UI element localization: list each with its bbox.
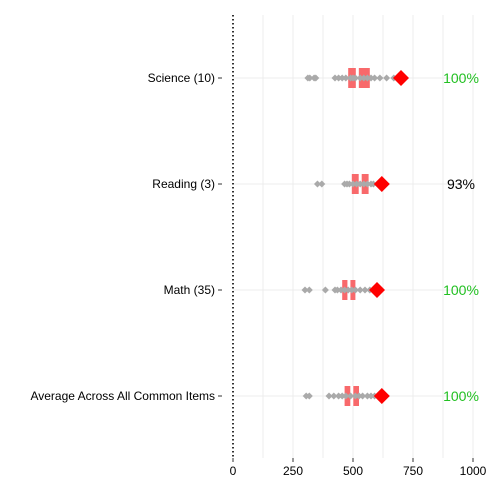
data-point [356, 286, 364, 294]
data-point [348, 286, 356, 294]
data-point [342, 74, 350, 82]
x-tick-label: 250 [283, 464, 303, 478]
data-point [383, 74, 391, 82]
x-tick-label: 500 [343, 464, 363, 478]
data-point [325, 392, 333, 400]
data-point [344, 286, 352, 294]
data-point [363, 74, 371, 82]
data-point [338, 392, 346, 400]
highlight-marker [373, 176, 390, 192]
data-point [360, 180, 368, 188]
data-point [355, 392, 363, 400]
data-point [360, 74, 368, 82]
percent-label: 100% [443, 388, 479, 404]
data-point [337, 286, 345, 294]
data-point [305, 286, 313, 294]
row-label: Science (10) [148, 71, 215, 85]
data-point [335, 392, 343, 400]
data-point [306, 74, 314, 82]
data-point [335, 74, 343, 82]
data-point [341, 286, 349, 294]
data-point [301, 286, 309, 294]
data-point [363, 180, 371, 188]
highlight-marker [393, 70, 409, 86]
data-point [333, 286, 341, 294]
data-point [331, 74, 339, 82]
percent-label: 100% [443, 70, 479, 86]
data-point [351, 74, 359, 82]
percent-label: 100% [443, 282, 479, 298]
x-axis: 0 250 500 750 1000 [230, 15, 487, 478]
data-point [356, 180, 364, 188]
data-point [345, 180, 353, 188]
data-point [363, 392, 371, 400]
row-label: Average Across All Common Items [30, 389, 215, 403]
data-point [356, 74, 364, 82]
data-point [376, 74, 384, 82]
data-point [353, 180, 361, 188]
grid-layer [233, 15, 474, 458]
data-point [371, 74, 379, 82]
data-point [367, 392, 375, 400]
x-tick-label: 1000 [460, 464, 487, 478]
data-point [347, 392, 355, 400]
data-point [321, 286, 329, 294]
data-point [367, 74, 375, 82]
row-label: Reading (3) [152, 177, 215, 191]
row-label: Math (35) [164, 283, 215, 297]
rows-layer: Science (10) 100% Reading (3) 93% Math (35) 1… [30, 68, 479, 406]
highlight-marker [373, 388, 390, 404]
data-point [349, 180, 357, 188]
x-tick-label: 0 [230, 464, 237, 478]
data-point [361, 286, 369, 294]
x-tick-label: 750 [403, 464, 423, 478]
data-point [305, 392, 313, 400]
percent-label: 93% [447, 176, 475, 192]
data-point [338, 74, 346, 82]
data-point [351, 286, 359, 294]
data-point [342, 392, 350, 400]
data-point [351, 392, 359, 400]
data-point [318, 180, 326, 188]
data-point [369, 180, 377, 188]
data-point [330, 392, 338, 400]
data-point [313, 180, 321, 188]
data-point [359, 392, 367, 400]
data-point [312, 74, 320, 82]
highlight-marker [369, 282, 385, 298]
